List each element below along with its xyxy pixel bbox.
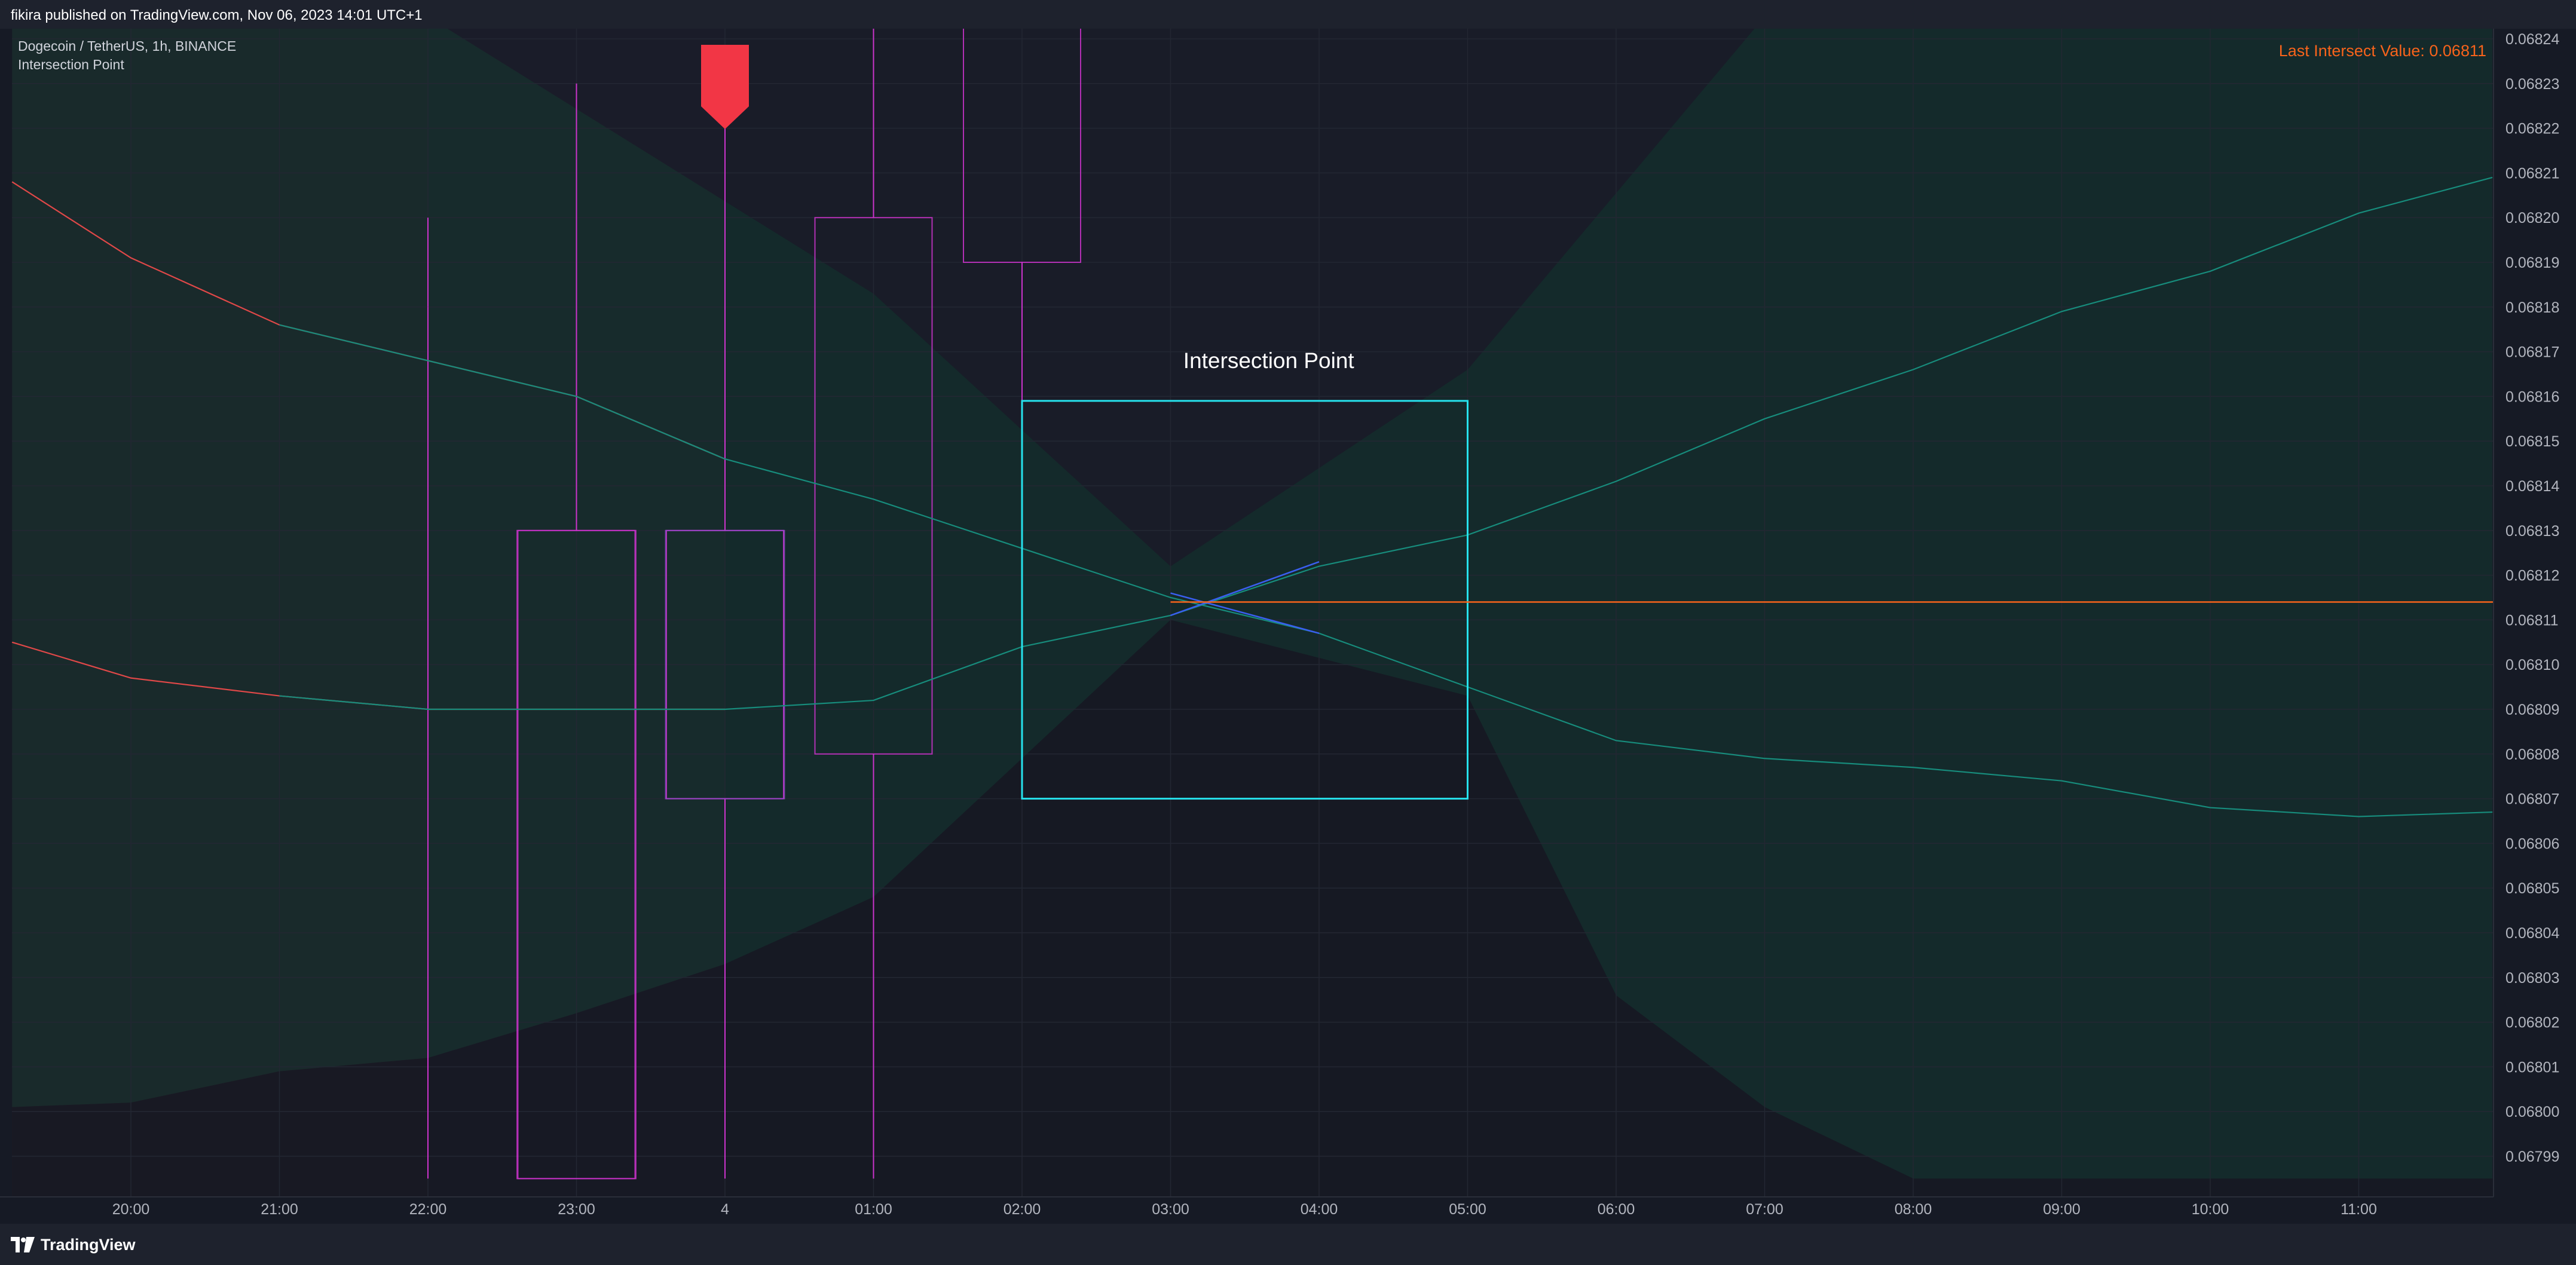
x-tick-label: 09:00 <box>2043 1201 2081 1218</box>
y-tick-label: 0.06800 <box>2505 1104 2559 1120</box>
y-tick-label: 0.06822 <box>2505 121 2559 137</box>
candle-body <box>665 529 785 800</box>
tradingview-logo-icon <box>11 1237 35 1252</box>
x-tick-label: 04:00 <box>1301 1201 1338 1218</box>
x-tick-label: 07:00 <box>1746 1201 1783 1218</box>
publish-bar: fikira published on TradingView.com, Nov… <box>0 0 2576 29</box>
y-tick-label: 0.06801 <box>2505 1059 2559 1076</box>
y-tick-label: 0.06809 <box>2505 702 2559 718</box>
y-tick-label: 0.06819 <box>2505 255 2559 271</box>
intersection-box <box>1021 400 1468 800</box>
y-tick-label: 0.06824 <box>2505 31 2559 48</box>
footer-bar: TradingView <box>0 1224 2576 1265</box>
x-tick-label: 05:00 <box>1449 1201 1486 1218</box>
y-tick-label: 0.06810 <box>2505 657 2559 673</box>
time-axis-panel <box>0 1197 2576 1224</box>
y-tick-label: 0.06812 <box>2505 568 2559 584</box>
y-tick-label: 0.06806 <box>2505 835 2559 852</box>
x-tick-label: 08:00 <box>1895 1201 1932 1218</box>
y-tick-label: 0.06811 <box>2505 612 2559 629</box>
x-tick-label: 01:00 <box>855 1201 892 1218</box>
candle-body <box>814 217 933 755</box>
y-tick-label: 0.06804 <box>2505 925 2559 942</box>
y-tick-label: 0.06817 <box>2505 344 2559 361</box>
x-tick-label: 11:00 <box>2341 1201 2377 1218</box>
x-tick-label: 4 <box>721 1201 729 1218</box>
y-tick-label: 0.06823 <box>2505 76 2559 93</box>
x-tick-label: 10:00 <box>2192 1201 2229 1218</box>
upper-line-teal <box>279 324 2493 817</box>
lower-dark-region <box>12 620 2493 1197</box>
x-tick-label: 22:00 <box>409 1201 447 1218</box>
x-tick-label: 21:00 <box>261 1201 298 1218</box>
lower-line-teal <box>279 176 2493 710</box>
y-tick-label: 0.06799 <box>2505 1148 2559 1165</box>
blue-cross-line <box>1170 560 1320 617</box>
y-tick-label: 0.06805 <box>2505 880 2559 897</box>
footer-brand: TradingView <box>41 1235 136 1254</box>
y-tick-label: 0.06820 <box>2505 210 2559 226</box>
y-tick-label: 0.06818 <box>2505 299 2559 316</box>
x-tick-label: 06:00 <box>1598 1201 1635 1218</box>
y-tick-label: 0.06803 <box>2505 970 2559 987</box>
upper-dark-region <box>12 29 2493 566</box>
x-tick-label: 20:00 <box>112 1201 150 1218</box>
y-tick-label: 0.06821 <box>2505 165 2559 182</box>
legend-symbol: Dogecoin / TetherUS, 1h, BINANCE <box>18 38 237 54</box>
last-intersect-label: Last Intersect Value: 0.06811 <box>2278 42 2486 60</box>
candle-body <box>516 529 637 1180</box>
x-tick-label: 23:00 <box>558 1201 595 1218</box>
x-tick-label: 03:00 <box>1152 1201 1189 1218</box>
signal-arrow-down-icon <box>701 45 749 129</box>
candle-body <box>963 29 1081 263</box>
x-tick-label: 02:00 <box>1004 1201 1041 1218</box>
publish-info: fikira published on TradingView.com, Nov… <box>11 7 423 23</box>
intersection-label: Intersection Point <box>1183 348 1355 373</box>
chart-area[interactable]: Intersection Point 0.06824 0.06823 0.06822 0… <box>0 29 2576 1224</box>
chart-legend: Dogecoin / TetherUS, 1h, BINANCE Interse… <box>18 37 236 74</box>
y-tick-label: 0.06815 <box>2505 433 2559 450</box>
legend-indicator: Intersection Point <box>18 57 124 72</box>
y-tick-label: 0.06808 <box>2505 746 2559 763</box>
price-axis-panel <box>2494 29 2576 1224</box>
footer-logo[interactable]: TradingView <box>11 1235 136 1255</box>
y-tick-label: 0.06814 <box>2505 478 2559 495</box>
teal-band-fill <box>12 29 2493 1179</box>
y-tick-label: 0.06816 <box>2505 388 2559 405</box>
blue-cross-line <box>1170 592 1320 635</box>
y-tick-label: 0.06807 <box>2505 791 2559 808</box>
y-tick-label: 0.06802 <box>2505 1015 2559 1031</box>
price-chart[interactable]: Intersection Point 0.06824 0.06823 0.06822 0… <box>0 29 2576 1224</box>
y-tick-label: 0.06813 <box>2505 523 2559 540</box>
